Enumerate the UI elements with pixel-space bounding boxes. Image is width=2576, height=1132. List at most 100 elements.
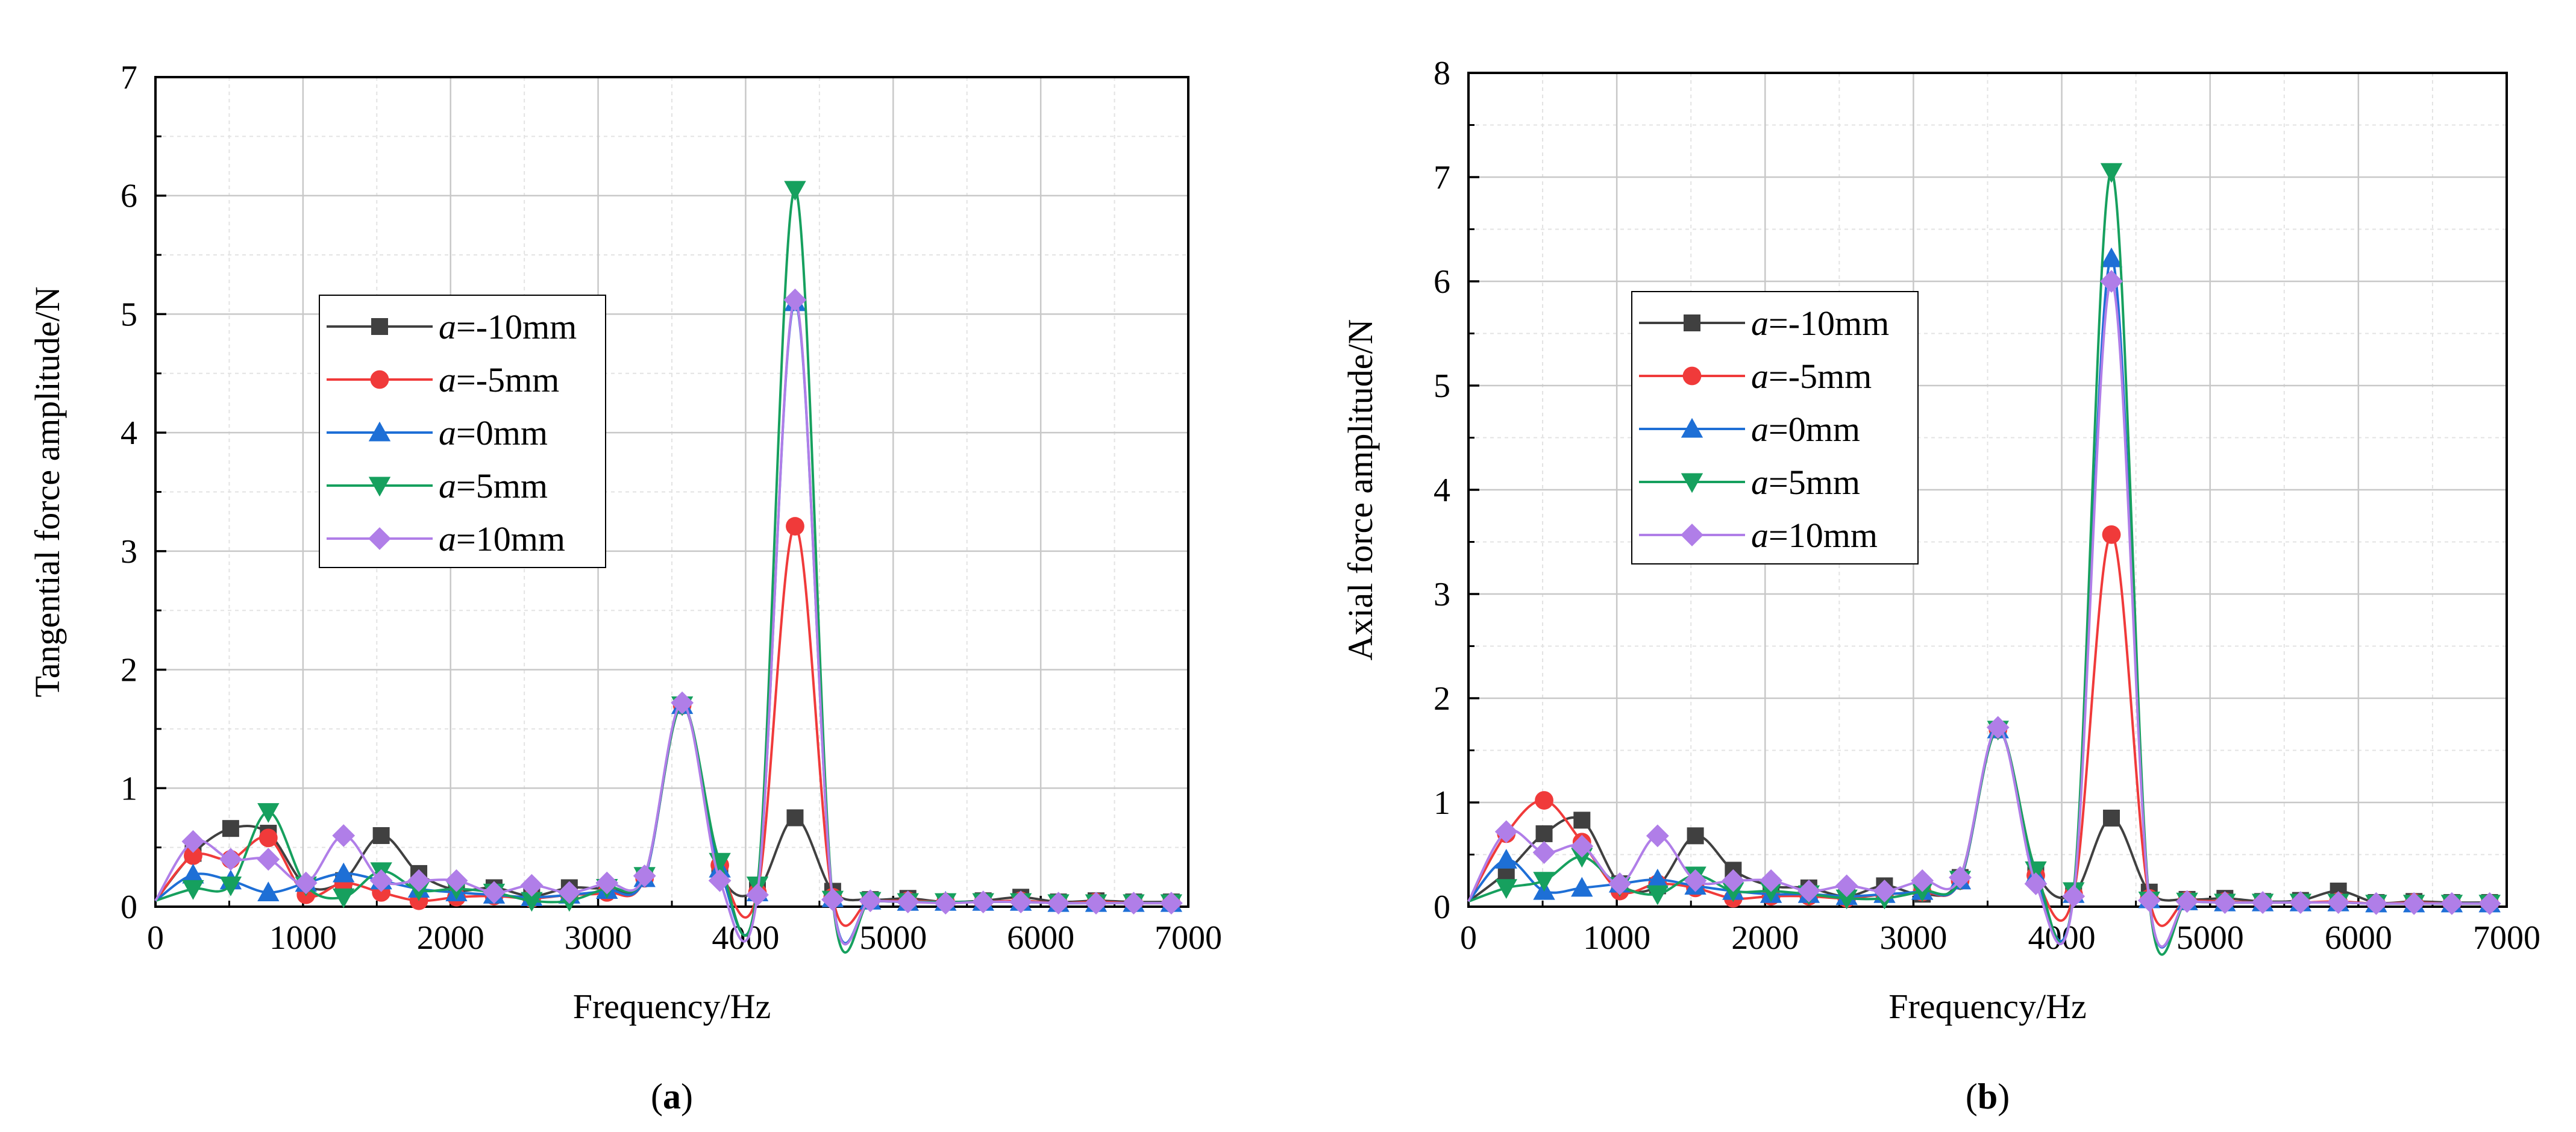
y-tick-label: 0 [1434, 889, 1450, 926]
y-axis-title: Axial force amplitude/N [1341, 319, 1380, 661]
data-point [332, 862, 355, 883]
data-point [1122, 892, 1145, 915]
data-point [2440, 892, 2463, 915]
x-tick-label: 4000 [2028, 919, 2096, 957]
data-point [1535, 791, 1553, 810]
data-point [557, 881, 581, 904]
data-point [1494, 820, 1518, 843]
series--5mm [154, 517, 1181, 927]
legend-item: a=5mm [1639, 463, 1860, 502]
data-point [2100, 163, 2123, 183]
legend-marker [368, 477, 391, 497]
y-tick-label: 0 [121, 889, 137, 926]
data-point [372, 827, 390, 844]
legend-label: a=-10mm [439, 307, 577, 346]
legend-label: a=5mm [439, 466, 548, 505]
legend-label: a=10mm [439, 519, 565, 558]
data-point [671, 691, 694, 715]
x-tick-label: 6000 [2325, 919, 2392, 957]
axis-ticks: 0 1000 2000 3000 4000 5000 6000 7000 0 1 2 3 4 5 6 7 [121, 59, 1222, 957]
data-point [2102, 525, 2121, 544]
data-point [332, 888, 355, 908]
y-tick-label: 5 [121, 296, 137, 333]
data-point [1722, 882, 1744, 902]
data-point [1684, 869, 1707, 892]
legend-label: a=0mm [439, 413, 548, 452]
data-point [1608, 872, 1631, 895]
y-tick-label: 1 [121, 770, 137, 807]
legend-item: a=-10mm [327, 307, 577, 346]
data-point [2024, 872, 2048, 895]
x-tick-label: 0 [1460, 919, 1477, 957]
data-point [1533, 872, 1555, 892]
legend-item: a=0mm [327, 413, 548, 452]
data-point [1873, 880, 1896, 902]
y-tick-label: 3 [121, 533, 137, 571]
data-point [786, 517, 804, 536]
legend-label: a=-10mm [1751, 304, 1889, 343]
data-point [1571, 848, 1593, 868]
x-tick-label: 3000 [565, 919, 632, 957]
y-tick-label: 4 [1434, 472, 1450, 509]
data-point [1573, 811, 1591, 829]
data-point [2062, 884, 2086, 908]
series-line [155, 188, 1171, 954]
data-point [222, 820, 239, 837]
legend-marker [1681, 524, 1703, 546]
x-tick-label: 7000 [2473, 919, 2540, 957]
data-point [369, 869, 393, 892]
y-tick-label: 2 [121, 652, 137, 689]
panel-label: (a) [651, 1077, 693, 1116]
y-tick-label: 2 [1434, 680, 1450, 718]
data-point [1085, 892, 1108, 915]
data-point [1797, 880, 1820, 902]
x-tick-label: 6000 [1007, 919, 1074, 957]
data-point [2103, 809, 2120, 827]
series-10mm [154, 288, 1183, 946]
x-tick-label: 2000 [417, 919, 484, 957]
data-point [445, 869, 468, 892]
series-5mm [155, 181, 1183, 954]
data-point [1835, 874, 1858, 898]
data-point [1646, 885, 1669, 905]
data-point [2364, 892, 2388, 915]
data-point [257, 848, 280, 871]
x-tick-label: 4000 [712, 919, 779, 957]
data-point [184, 846, 202, 865]
x-tick-label: 5000 [859, 919, 927, 957]
legend-label: a=10mm [1751, 516, 1878, 555]
data-point [1687, 827, 1704, 845]
data-point [1760, 869, 1783, 892]
x-tick-label: 1000 [1583, 919, 1650, 957]
legend-item: a=-10mm [1639, 304, 1889, 343]
x-tick-label: 0 [147, 919, 164, 957]
series-line [1468, 170, 2490, 956]
data-point [746, 883, 769, 907]
data-point [181, 830, 205, 853]
x-axis-title: Frequency/Hz [1888, 987, 2087, 1026]
legend: a=-10mm a=-5mm a=0mm a=5mm a=10mm [319, 295, 606, 568]
data-point [1159, 892, 1183, 915]
series-line [154, 525, 1171, 927]
series-line [154, 704, 1171, 904]
y-tick-label: 8 [1434, 55, 1450, 92]
data-point [259, 828, 278, 848]
x-tick-label: 1000 [269, 919, 337, 957]
data-point [1911, 869, 1934, 892]
data-point [520, 874, 544, 897]
legend: a=-10mm a=-5mm a=0mm a=5mm a=10mm [1631, 291, 1919, 564]
data-point [1532, 841, 1556, 864]
data-point [2327, 891, 2350, 914]
axis-ticks: 0 1000 2000 3000 4000 5000 6000 7000 0 1 2 3 4 5 6 7 8 [1434, 55, 2540, 957]
x-tick-label: 3000 [1879, 919, 1947, 957]
legend-marker [370, 370, 389, 389]
legend-label: a=5mm [1751, 463, 1860, 502]
data-point [294, 871, 318, 895]
y-tick-label: 7 [121, 59, 137, 96]
data-point [1495, 879, 1517, 899]
data-point [257, 881, 280, 901]
series-10mm [1467, 270, 2501, 948]
data-point [2137, 889, 2161, 912]
series-line [1467, 257, 2490, 949]
